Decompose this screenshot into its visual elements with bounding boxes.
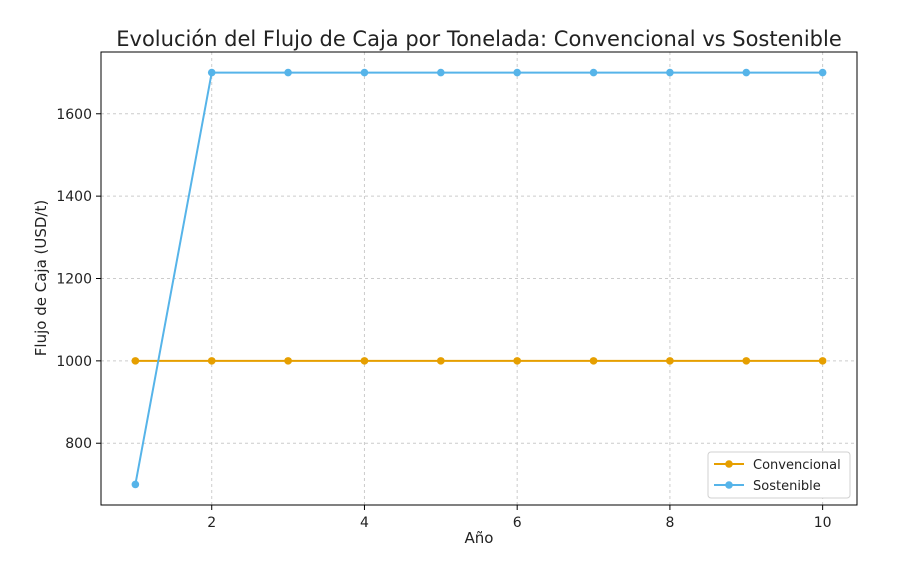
y-tick-label: 1400 (56, 189, 92, 205)
y-tick-label: 1600 (56, 107, 92, 123)
x-axis-label: Año (465, 529, 494, 547)
data-point-convencional (666, 357, 674, 365)
data-point-sostenible (818, 68, 827, 77)
x-tick-label: 8 (665, 515, 674, 531)
data-point-sostenible (437, 68, 445, 77)
data-point-convencional (131, 357, 140, 365)
data-point-sostenible (131, 480, 140, 489)
series-line-sostenible (134, 71, 823, 485)
data-point-convencional (818, 357, 827, 365)
legend: Convencional Sostenible (707, 451, 851, 499)
data-point-sostenible (666, 68, 674, 77)
x-tick-label: 6 (513, 515, 522, 531)
data-point-sostenible (360, 68, 369, 77)
legend-marker-convencional (725, 460, 733, 468)
series-layer (131, 68, 827, 489)
x-tick-label: 4 (360, 515, 369, 531)
y-tick-label: 800 (65, 436, 92, 452)
axis-ticks: 2 4 6 8 10 800 1000 1200 1400 1600 (56, 107, 831, 531)
data-point-convencional (742, 357, 751, 365)
legend-label-sostenible: Sostenible (753, 479, 821, 494)
legend-label-convencional: Convencional (753, 458, 841, 473)
data-point-sostenible (284, 68, 292, 77)
legend-marker-sostenible (725, 481, 733, 489)
data-point-convencional (589, 357, 598, 365)
y-axis-label: Flujo de Caja (USD/t) (32, 200, 50, 356)
y-tick-label: 1200 (56, 272, 92, 288)
data-point-sostenible (207, 68, 216, 77)
y-tick-label: 1000 (56, 354, 92, 370)
x-tick-label: 2 (207, 515, 216, 531)
data-point-convencional (207, 357, 216, 365)
data-point-convencional (360, 357, 369, 365)
grid (101, 52, 857, 505)
data-point-sostenible (513, 68, 521, 77)
x-tick-label: 10 (814, 515, 832, 531)
chart-title: Evolución del Flujo de Caja por Tonelada… (116, 27, 842, 51)
data-point-sostenible (589, 68, 598, 77)
data-point-convencional (284, 357, 292, 365)
data-point-convencional (513, 357, 521, 365)
data-point-convencional (437, 357, 445, 365)
data-point-sostenible (742, 68, 751, 77)
